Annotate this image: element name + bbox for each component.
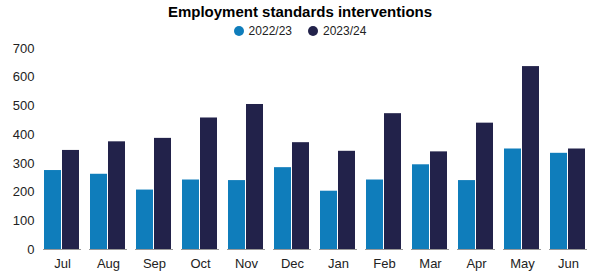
svg-text:600: 600 [13, 69, 35, 84]
svg-text:0: 0 [27, 242, 34, 257]
svg-text:700: 700 [13, 41, 35, 56]
svg-text:Feb: Feb [373, 256, 395, 271]
html-text:2022/23: 2022/23 [248, 24, 292, 38]
svg-text:Jun: Jun [558, 256, 579, 271]
svg-text:Mar: Mar [419, 256, 442, 271]
svg-text:Nov: Nov [235, 256, 259, 271]
svg-text:400: 400 [13, 127, 35, 142]
svg-text:200: 200 [13, 184, 35, 199]
svg-text:Oct: Oct [190, 256, 211, 271]
svg-text:Jul: Jul [54, 256, 71, 271]
svg-text:Sep: Sep [143, 256, 166, 271]
svg-text:May: May [510, 256, 535, 271]
html-text:2023/24: 2023/24 [323, 24, 367, 38]
svg-text:Jan: Jan [328, 256, 349, 271]
svg-text:Apr: Apr [466, 256, 487, 271]
svg-text:300: 300 [13, 156, 35, 171]
svg-text:Dec: Dec [281, 256, 305, 271]
svg-text:500: 500 [13, 98, 35, 113]
html-text:Employment standards intervent: Employment standards interventions [167, 3, 433, 20]
svg-text:100: 100 [13, 213, 35, 228]
svg-text:Aug: Aug [97, 256, 120, 271]
